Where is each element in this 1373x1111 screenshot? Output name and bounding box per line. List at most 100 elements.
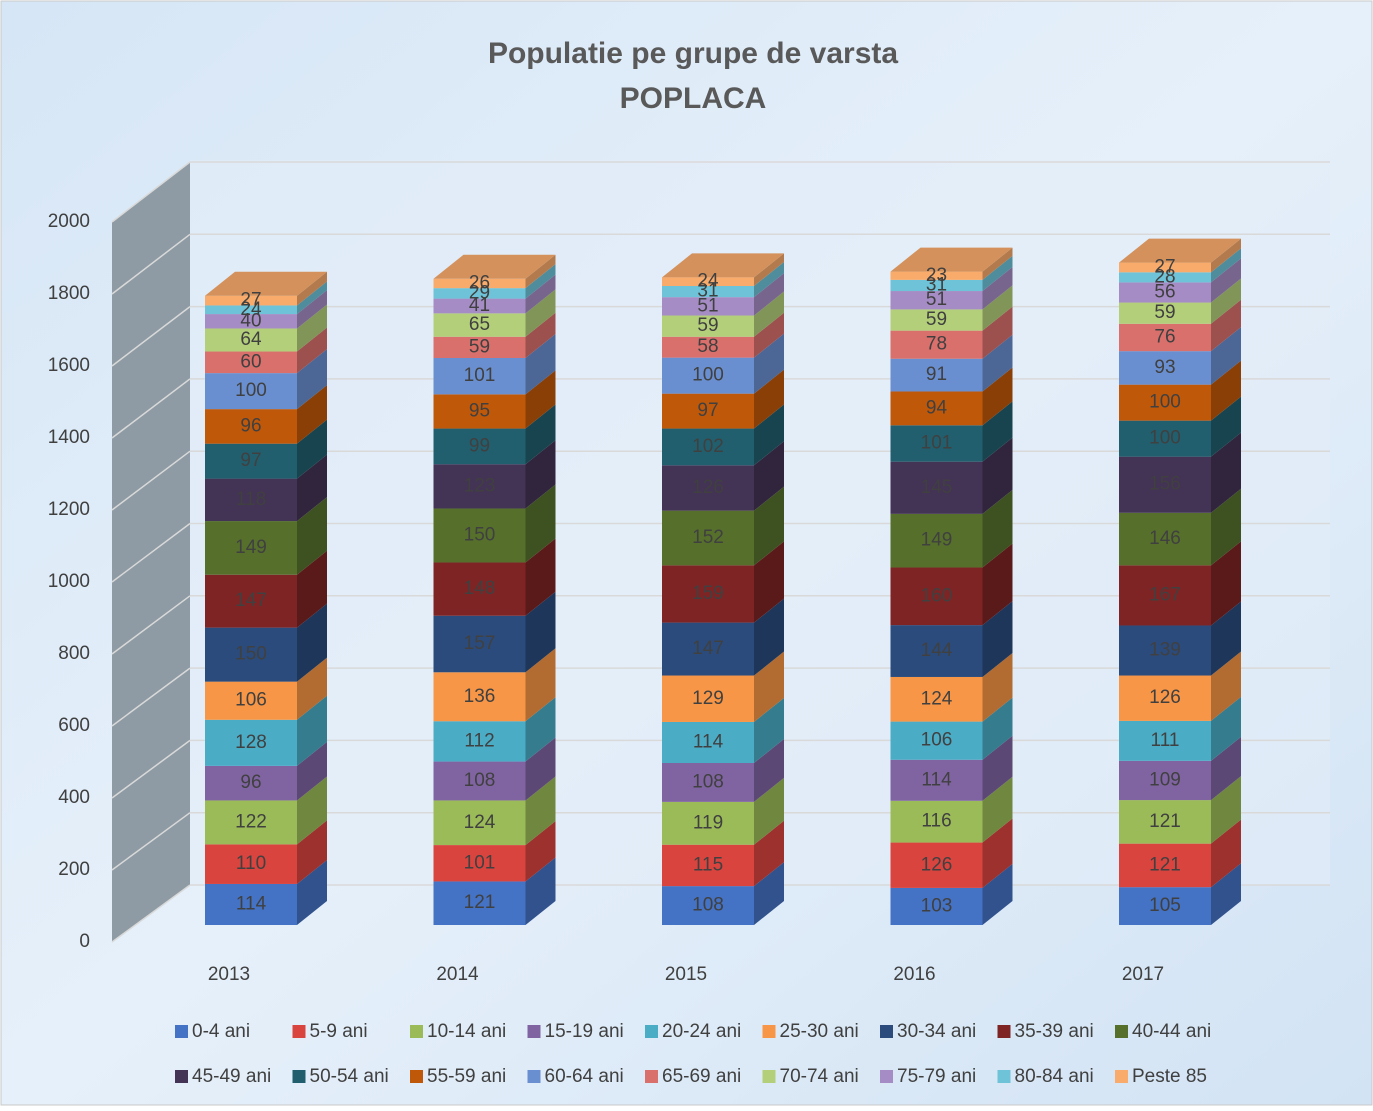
bar-segment [1119,323,1211,352]
data-label: 64 [240,329,262,350]
bar-side [982,601,1013,677]
bar-segment [433,800,526,846]
bar-side [525,484,556,563]
data-label: 112 [464,730,494,751]
data-label: 28 [1154,266,1175,287]
bar-segment [205,295,297,306]
bar-side [754,333,784,394]
bar-segment [1119,420,1211,457]
bar-side [525,274,556,314]
y-tick-label: 1800 [48,283,90,304]
bar-segment [890,625,983,677]
data-label: 124 [921,688,953,709]
bar-side [982,776,1013,843]
data-label: 101 [464,365,496,386]
bar-side [525,440,556,509]
legend-label: 35-39 ani [1015,1021,1094,1042]
bar-side [525,737,556,801]
bar-segment [433,845,526,882]
data-label: 128 [235,732,267,753]
legend-label: 55-59 ani [427,1066,506,1087]
bar-segment [890,676,983,722]
data-label: 27 [1154,256,1175,277]
bar-segment [433,721,526,762]
y-tick-label: 800 [58,643,90,664]
bar-segment [662,297,754,316]
bar-side [982,247,1013,280]
data-label: 59 [926,309,947,330]
bar-segment [662,428,754,466]
bar-side [754,369,784,429]
bar-segment [890,513,983,568]
bar-side [754,697,784,763]
x-tick-label: 2014 [436,964,479,985]
data-label: 41 [469,295,490,316]
bar-segment [890,567,983,626]
data-label: 126 [1149,687,1181,708]
bar-side [982,437,1013,514]
grid-line [111,884,191,943]
x-tick-label: 2016 [893,964,935,985]
bar-segment [205,574,297,628]
chart-subtitle: POPLACA [620,82,767,115]
legend-swatch [880,1070,893,1083]
data-label: 102 [692,436,724,457]
bar-side [297,327,327,374]
bar-segment [890,358,983,392]
bar-side [982,735,1013,801]
bar-side [982,543,1013,626]
y-tick-label: 200 [58,859,90,880]
data-label: 59 [1154,302,1175,323]
bar-segment [1119,800,1211,844]
bar-segment [205,844,297,884]
bar-segment [662,336,754,358]
bar-side [525,264,556,299]
bar-top [890,247,1013,272]
data-label: 150 [464,524,496,545]
data-label: 110 [236,853,266,874]
bar-segment [433,615,526,673]
grid-line [111,595,191,655]
bar-segment [1119,625,1211,676]
bar-side [982,267,1013,310]
bar-segment [205,681,297,720]
bar-side [1211,248,1241,283]
bar-side [754,541,784,623]
bar-side [297,304,327,352]
bar-side [297,741,327,801]
bar-side [1211,601,1241,676]
data-label: 51 [697,295,718,316]
bar-segment [890,330,983,359]
bar-segment [205,765,297,801]
bar-side [754,273,784,316]
legend-label: 75-79 ani [897,1066,976,1087]
bar-segment [205,719,297,766]
data-label: 100 [692,365,724,386]
grid-line [111,450,191,511]
data-label: 144 [921,640,953,661]
legend-label: 30-34 ani [897,1021,976,1042]
legend-swatch [880,1025,893,1038]
bar-segment [890,842,983,888]
legend-swatch [645,1070,658,1083]
y-tick-label: 1000 [48,571,90,592]
bar-side [297,820,327,884]
bar-side [525,538,556,616]
bar-segment [205,328,297,352]
bar-side [1211,327,1241,385]
bar-side [525,697,556,762]
legend-label: 20-24 ani [662,1021,741,1042]
bar-side [1211,696,1241,761]
data-label: 149 [921,530,953,551]
bar-side [297,776,327,845]
data-label: 51 [926,289,947,310]
bar-segment [890,279,983,292]
bar-segment [433,562,526,616]
bar-segment [205,883,297,925]
bar-segment [1119,262,1211,273]
data-label: 24 [697,271,719,292]
bar-segment [1119,282,1211,303]
bar-side [1211,238,1241,273]
data-label: 160 [921,585,953,606]
bar-segment [433,508,526,563]
